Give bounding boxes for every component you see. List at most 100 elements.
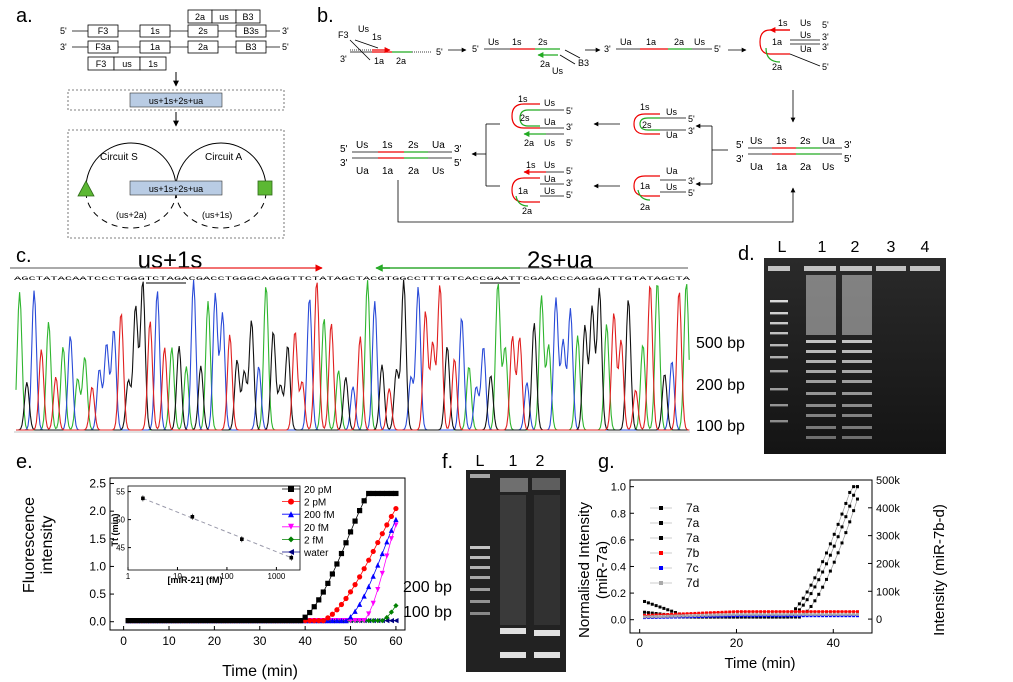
panel-label-a: a.	[16, 5, 33, 27]
lane-band	[842, 370, 872, 373]
primer-top-b3: B3	[242, 12, 253, 22]
dl-ua: Ua	[432, 140, 445, 151]
lane-band	[806, 436, 836, 439]
loop-right-label: (us+1s)	[202, 210, 232, 220]
data-point	[855, 497, 859, 501]
data-point	[759, 610, 763, 614]
y-tick-label: 0.0	[611, 615, 626, 627]
ladder-band	[770, 404, 788, 407]
inset-x-tick-label: 100	[220, 572, 234, 581]
data-point	[848, 520, 852, 524]
strand-bottom-1a: 1a	[150, 42, 160, 52]
data-point	[689, 612, 693, 616]
mrb-5p: 5'	[688, 188, 695, 198]
data-point	[284, 618, 290, 624]
data-point	[774, 612, 778, 616]
data-point	[797, 610, 801, 614]
data-point	[343, 595, 349, 602]
end-3-a2: 3'	[60, 42, 67, 52]
lane-band	[842, 392, 872, 395]
inset-y-tick-label: 50	[116, 516, 125, 525]
g-ylabel-2: (miR-7a)	[594, 541, 611, 599]
data-point	[243, 618, 249, 624]
data-point	[813, 610, 817, 614]
y-tick-label: 1.5	[89, 532, 106, 546]
data-point	[724, 610, 728, 614]
data-point	[379, 531, 385, 537]
data-point	[393, 603, 399, 609]
mrt-us: Us	[666, 107, 677, 117]
data-point	[288, 536, 294, 543]
mlt-us: Us	[544, 98, 555, 108]
data-point	[708, 613, 712, 617]
b2-1s: 1s	[512, 37, 522, 47]
data-point	[809, 612, 813, 616]
legend-marker	[659, 566, 663, 570]
ladder-band	[770, 322, 788, 325]
y-tick-label: 0.6	[611, 535, 626, 547]
data-point	[747, 610, 751, 614]
data-point	[225, 618, 231, 624]
data-point	[697, 611, 701, 615]
mrb-ua: Ua	[666, 166, 678, 176]
data-point	[681, 612, 685, 616]
data-point	[825, 612, 829, 616]
x-tick-label: 30	[253, 634, 267, 648]
data-point	[763, 612, 767, 616]
product-label: us+1s+2s+ua	[149, 96, 203, 106]
data-point	[716, 610, 720, 614]
data-point	[693, 614, 697, 618]
plot-frame	[109, 477, 406, 631]
panel-b: F3 Us 1s 3' 1a 2a 5' 5' Us 1s 2s	[338, 18, 852, 223]
data-point	[211, 618, 217, 624]
dr-5p: 5'	[736, 140, 744, 151]
b4-2a: 2a	[772, 62, 782, 72]
data-point	[840, 512, 844, 516]
inset-x-tick-label: 1000	[268, 572, 286, 581]
data-point	[766, 610, 770, 614]
strand-top-b3s: B3s	[243, 26, 259, 36]
data-point	[347, 529, 354, 535]
mrt-3p: 3'	[688, 126, 695, 136]
data-point	[325, 615, 331, 621]
data-point	[184, 618, 190, 624]
data-point	[388, 536, 394, 542]
data-point	[320, 589, 326, 595]
lane-band	[806, 392, 836, 395]
primer-top-2a: 2a	[195, 12, 205, 22]
data-point	[393, 490, 399, 497]
strand-top-1s: 1s	[150, 26, 160, 36]
lane-band	[806, 414, 836, 417]
lane-band	[534, 630, 560, 636]
legend-label-4: 7c	[686, 561, 699, 575]
data-point	[673, 612, 677, 616]
data-point	[701, 611, 705, 615]
data-point	[673, 611, 677, 615]
b4-us2: Us	[800, 30, 811, 40]
panel-f: L 1 2	[466, 453, 566, 672]
data-point	[805, 590, 809, 594]
gel-well	[840, 266, 872, 271]
mlt-1s: 1s	[518, 94, 528, 104]
data-point	[329, 571, 335, 577]
data-point	[393, 618, 399, 624]
data-point	[311, 604, 317, 610]
legend-marker	[659, 506, 663, 510]
y-tick-label: 2.0	[89, 504, 106, 518]
lane-band	[806, 350, 836, 353]
b-1a: 1a	[374, 56, 384, 66]
data-point	[202, 618, 208, 624]
data-point	[697, 613, 701, 617]
inset-point	[289, 555, 294, 560]
data-point	[855, 612, 859, 616]
ladder-band	[470, 546, 490, 549]
b4-1a: 1a	[772, 37, 782, 47]
data-point	[361, 498, 367, 504]
data-point	[239, 618, 245, 624]
data-point	[712, 611, 716, 615]
data-point	[650, 613, 654, 617]
strand-top-2s: 2s	[198, 26, 208, 36]
data-point	[148, 618, 154, 624]
data-point	[759, 612, 763, 616]
data-point	[797, 608, 801, 612]
